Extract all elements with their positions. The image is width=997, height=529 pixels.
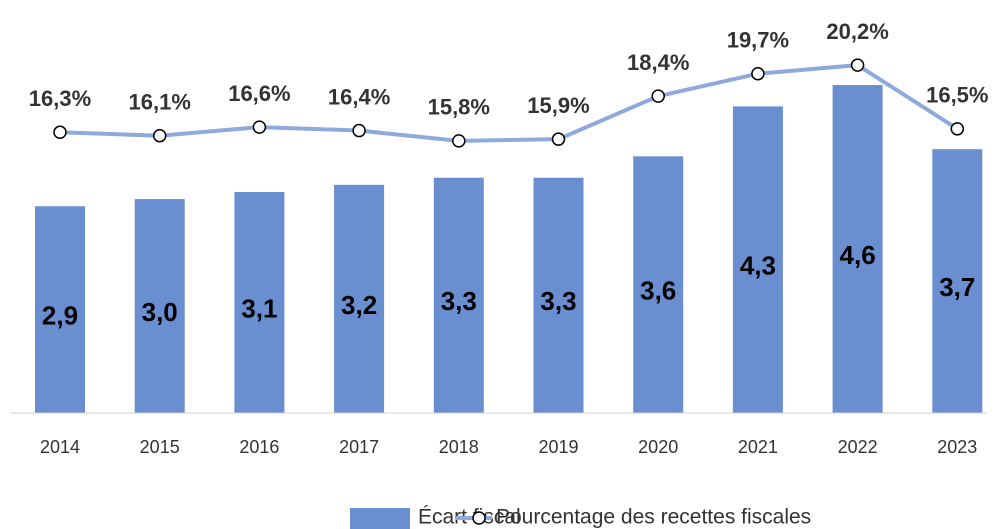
line-marker <box>252 120 267 134</box>
line-marker <box>950 122 965 136</box>
x-tick-label: 2019 <box>538 437 578 457</box>
bar <box>334 184 385 413</box>
x-tick-label: 2020 <box>638 437 678 457</box>
bar-value-label: 4,6 <box>840 240 876 270</box>
bar <box>433 177 484 413</box>
bar-value-label: 3,0 <box>142 297 178 327</box>
legend-marker <box>472 511 486 525</box>
line-marker <box>651 89 665 103</box>
x-tick-label: 2017 <box>339 437 379 457</box>
line-value-label: 18,4% <box>627 50 689 75</box>
bar <box>134 199 185 413</box>
line-marker <box>551 132 566 146</box>
bar-value-label: 3,1 <box>241 293 277 323</box>
line-marker <box>53 125 67 140</box>
x-tick-label: 2021 <box>738 437 778 457</box>
bar-value-label: 3,2 <box>341 290 377 320</box>
bar-value-label: 3,3 <box>540 286 576 316</box>
bar <box>35 206 85 413</box>
x-tick-label: 2023 <box>937 437 977 457</box>
legend-label: Pourcentage des recettes fiscales <box>496 506 811 529</box>
bar <box>732 106 783 413</box>
line-marker <box>751 66 765 81</box>
line-value-label: 16,5% <box>926 83 988 108</box>
x-tick-label: 2014 <box>40 437 80 457</box>
line-value-label: 15,8% <box>428 95 490 120</box>
x-tick-label: 2015 <box>140 437 180 457</box>
bar-value-label: 3,3 <box>441 286 477 316</box>
x-tick-label: 2016 <box>239 437 279 457</box>
line-marker <box>152 128 167 143</box>
line-marker <box>452 134 466 148</box>
line <box>59 63 959 143</box>
bar-value-label: 3,7 <box>939 272 975 302</box>
line-value-label: 16,4% <box>328 84 390 109</box>
line-value-label: 19,7% <box>727 28 789 53</box>
bar-value-label: 4,3 <box>740 251 776 281</box>
line-value-label: 16,3% <box>29 86 91 111</box>
bar-value-label: 3,6 <box>640 276 676 306</box>
bar <box>533 177 584 413</box>
bar <box>832 85 883 414</box>
line-value-label: 16,6% <box>228 81 290 106</box>
legend-swatch <box>350 508 410 529</box>
bar <box>932 149 983 413</box>
x-tick-label: 2022 <box>838 437 878 457</box>
bar-value-label: 2,9 <box>42 300 78 330</box>
line-value-label: 16,1% <box>129 90 191 115</box>
line-value-label: 20,2% <box>826 19 888 44</box>
bar <box>234 191 285 413</box>
x-tick-label: 2018 <box>439 437 479 457</box>
line-marker <box>352 123 366 138</box>
bar <box>633 156 684 413</box>
line-marker <box>850 58 865 72</box>
line-value-label: 15,9% <box>527 93 589 118</box>
